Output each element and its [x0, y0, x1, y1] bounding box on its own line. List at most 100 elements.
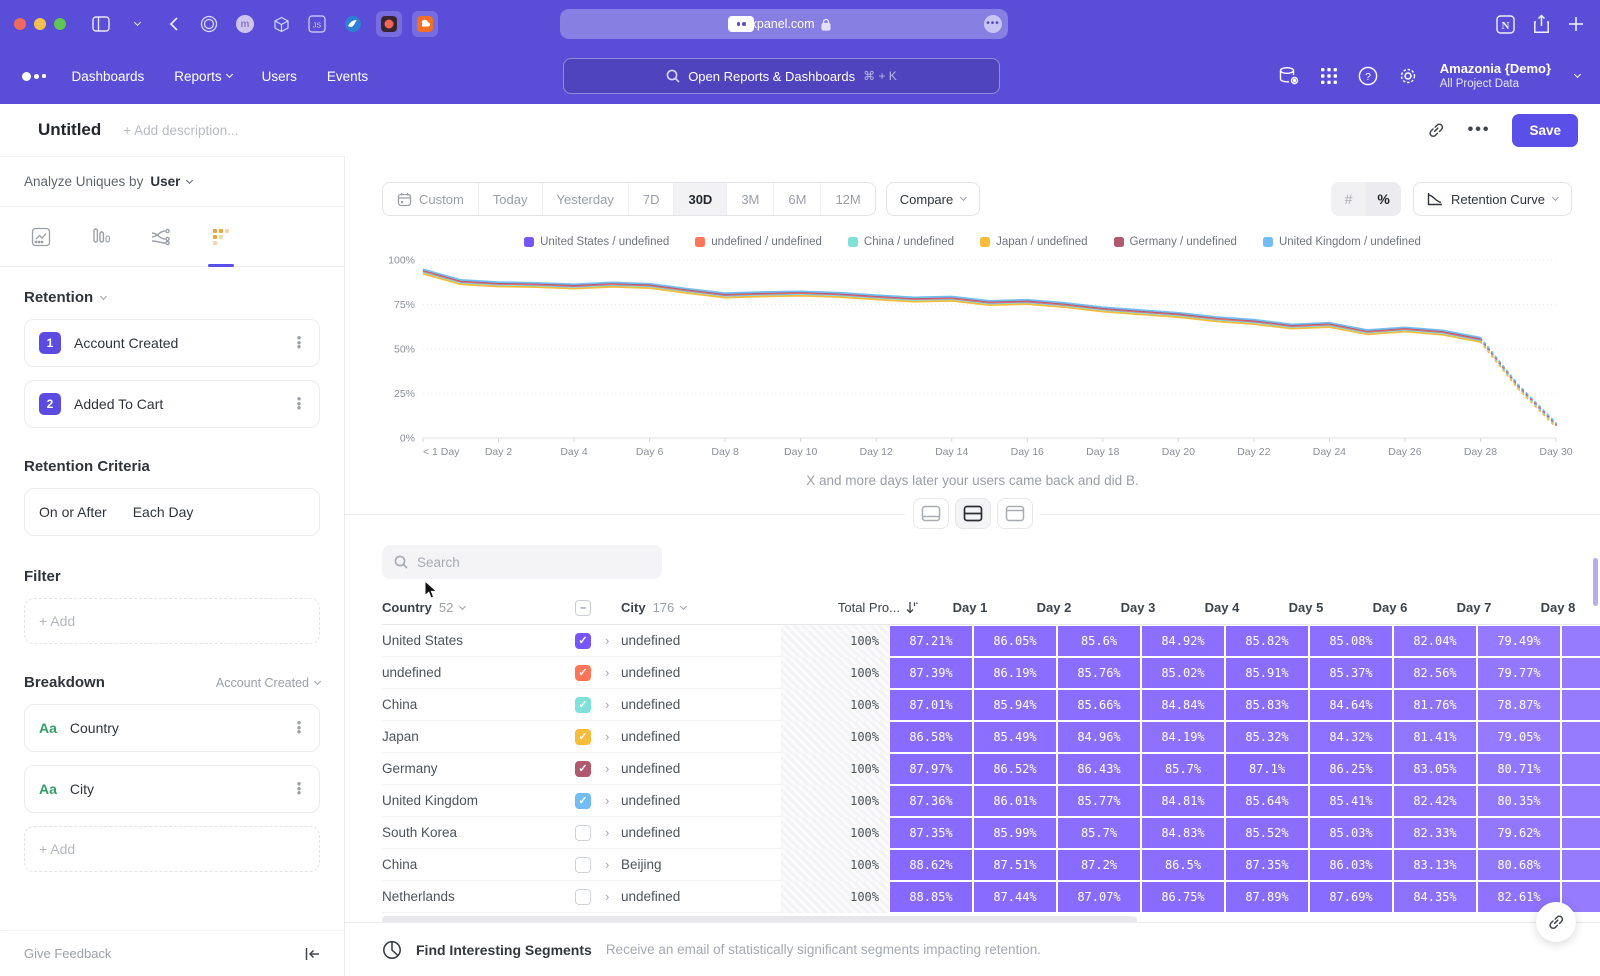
retention-cell-day-2[interactable]: 85.49%	[974, 722, 1056, 752]
nav-link-dashboards[interactable]: Dashboards	[72, 69, 145, 84]
retention-cell-day-7[interactable]: 83.05%	[1394, 754, 1476, 784]
retention-cell-day-7[interactable]: 82.04%	[1394, 626, 1476, 656]
retention-chart[interactable]: 100% 75% 50% 25% 0% < 1 Day Day 2 Day 4 Day 6 Day…	[365, 250, 1580, 467]
copy-link-icon[interactable]	[1426, 120, 1446, 140]
retention-cell-day-8[interactable]: 80.35%	[1478, 786, 1560, 816]
retention-cell-day-7[interactable]: 84.35%	[1394, 882, 1476, 912]
tab-retention[interactable]	[204, 220, 238, 267]
retention-cell-day-5[interactable]: 85.52%	[1226, 818, 1308, 848]
criteria-value-on-or-after[interactable]: On or After	[39, 504, 107, 520]
tab-flows[interactable]	[144, 220, 178, 254]
chevron-down-icon[interactable]	[124, 11, 150, 37]
nav-link-users[interactable]: Users	[262, 69, 297, 84]
retention-cell-day-2[interactable]: 85.94%	[974, 690, 1056, 720]
city-cell[interactable]: undefined	[621, 657, 771, 689]
add-breakdown-button[interactable]: + Add	[24, 826, 320, 872]
retention-cell-day-5[interactable]: 85.83%	[1226, 690, 1308, 720]
retention-cell-day-6[interactable]: 87.69%	[1310, 882, 1392, 912]
horizontal-scrollbar[interactable]	[382, 916, 1137, 924]
retention-cell-day-8[interactable]: 79.77%	[1478, 658, 1560, 688]
retention-cell-day-4[interactable]: 84.84%	[1142, 690, 1224, 720]
give-feedback-link[interactable]: Give Feedback	[24, 946, 112, 961]
criteria-card[interactable]: On or After Each Day	[24, 488, 320, 536]
retention-cell-day-1[interactable]: 86.58%	[890, 722, 972, 752]
city-column-header[interactable]: City 176	[621, 600, 787, 615]
tab-funnels[interactable]	[84, 220, 118, 254]
report-title[interactable]: Untitled	[38, 120, 102, 139]
kebab-menu-icon[interactable]: • • •	[296, 776, 302, 801]
day-column-header-day-5[interactable]: Day 5	[1288, 600, 1324, 615]
retention-cell-day-8[interactable]: 79.62%	[1478, 818, 1560, 848]
retention-cell-day-2[interactable]: 86.19%	[974, 658, 1056, 688]
expand-row-icon[interactable]: ›	[605, 689, 621, 721]
retention-cell-day-3[interactable]: 85.7%	[1058, 818, 1140, 848]
mixpanel-logo[interactable]	[22, 71, 46, 81]
expand-row-icon[interactable]: ›	[605, 881, 621, 913]
day-column-header-day-2[interactable]: Day 2	[1036, 600, 1072, 615]
country-cell[interactable]: China	[382, 849, 575, 881]
row-checkbox[interactable]: ✓	[575, 728, 591, 745]
table-search-input[interactable]: Search	[382, 545, 662, 579]
country-column-header[interactable]: Country 52	[382, 600, 575, 615]
retention-cell-day-4[interactable]: 86.5%	[1142, 850, 1224, 880]
retention-cell-day-6[interactable]: 84.32%	[1310, 722, 1392, 752]
city-cell[interactable]: undefined	[621, 881, 771, 913]
retention-cell-day-5[interactable]: 85.91%	[1226, 658, 1308, 688]
split-view-button[interactable]	[954, 498, 991, 529]
expand-row-icon[interactable]: ›	[605, 817, 621, 849]
legend-item-united-kingdom-undefined[interactable]: United Kingdom / undefined	[1262, 236, 1421, 248]
row-checkbox[interactable]: ✓	[575, 792, 591, 809]
row-checkbox[interactable]	[575, 888, 591, 905]
day-column-header-day-8[interactable]: Day 8	[1540, 600, 1576, 615]
expand-row-icon[interactable]: ›	[605, 657, 621, 689]
range-button-custom[interactable]: Custom	[383, 183, 479, 215]
row-checkbox[interactable]	[575, 824, 591, 841]
row-checkbox[interactable]: ✓	[575, 760, 591, 777]
retention-cell-day-1[interactable]: 88.62%	[890, 850, 972, 880]
retention-cell-day-2[interactable]: 87.44%	[974, 882, 1056, 912]
save-button[interactable]: Save	[1512, 113, 1578, 147]
retention-cell-day-6[interactable]: 84.64%	[1310, 690, 1392, 720]
expand-row-icon[interactable]: ›	[605, 785, 621, 817]
range-button-30d[interactable]: 30D	[674, 183, 728, 215]
retention-cell-day-8[interactable]: 78.87%	[1478, 690, 1560, 720]
retention-cell-day-7[interactable]: 82.33%	[1394, 818, 1476, 848]
retention-cell-day-3[interactable]: 84.96%	[1058, 722, 1140, 752]
country-cell[interactable]: Japan	[382, 721, 575, 753]
js-favicon[interactable]: JS	[304, 11, 330, 37]
retention-cell-day-5[interactable]: 87.89%	[1226, 882, 1308, 912]
retention-cell-day-6[interactable]: 86.03%	[1310, 850, 1392, 880]
retention-cell-day-3[interactable]: 85.66%	[1058, 690, 1140, 720]
retention-cell-day-1[interactable]: 88.85%	[890, 882, 972, 912]
range-button-yesterday[interactable]: Yesterday	[543, 183, 629, 215]
page-options-icon[interactable]: •••	[984, 15, 1002, 33]
country-cell[interactable]: China	[382, 689, 575, 721]
kebab-menu-icon[interactable]: • • •	[296, 391, 302, 416]
legend-item-germany-undefined[interactable]: Germany / undefined	[1113, 236, 1237, 248]
retention-cell-day-7[interactable]: 81.76%	[1394, 690, 1476, 720]
retention-cell-day-7[interactable]: 83.13%	[1394, 850, 1476, 880]
retention-cell-day-2[interactable]: 86.52%	[974, 754, 1056, 784]
percent-values-toggle[interactable]: %	[1366, 182, 1402, 216]
retention-cell-day-1[interactable]: 87.21%	[890, 626, 972, 656]
retention-cell-day-2[interactable]: 86.01%	[974, 786, 1056, 816]
range-button-7d[interactable]: 7D	[629, 183, 675, 215]
total-column-header[interactable]: Total Pro...	[820, 600, 928, 615]
country-cell[interactable]: South Korea	[382, 817, 575, 849]
m-avatar-favicon[interactable]: m	[232, 11, 258, 37]
mixpanel-tab-favicon[interactable]	[376, 11, 402, 37]
legend-item-undefined-undefined[interactable]: undefined / undefined	[695, 236, 822, 248]
range-button-today[interactable]: Today	[479, 183, 543, 215]
retention-cell-day-8[interactable]: 79.49%	[1478, 626, 1560, 656]
range-button-3m[interactable]: 3M	[727, 183, 775, 215]
retention-cell-day-7[interactable]: 82.42%	[1394, 786, 1476, 816]
notion-extension-icon[interactable]: N	[1496, 14, 1515, 34]
retention-cell-day-6[interactable]: 85.08%	[1310, 626, 1392, 656]
bird-favicon[interactable]	[340, 11, 366, 37]
retention-cell-day-3[interactable]: 85.77%	[1058, 786, 1140, 816]
retention-cell-day-2[interactable]: 87.51%	[974, 850, 1056, 880]
retention-cell-day-4[interactable]: 84.19%	[1142, 722, 1224, 752]
chart-type-dropdown[interactable]: Retention Curve	[1413, 182, 1572, 216]
city-cell[interactable]: undefined	[621, 753, 771, 785]
share-icon[interactable]	[1533, 14, 1550, 34]
